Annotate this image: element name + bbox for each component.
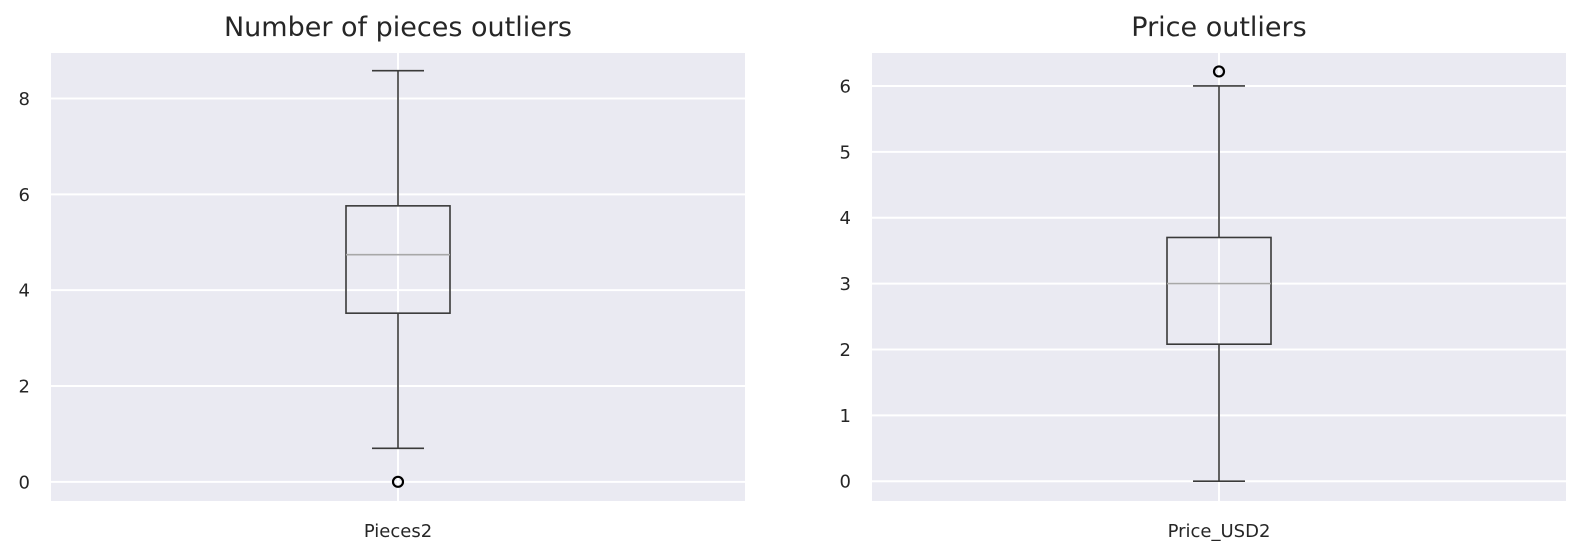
pieces-chart-title: Number of pieces outliers — [224, 12, 572, 43]
pieces-y-tick-label: 8 — [19, 89, 30, 110]
pieces-y-tick-label: 4 — [19, 281, 30, 302]
price-y-tick-label: 6 — [840, 76, 851, 97]
price-y-tick-label: 0 — [840, 472, 851, 493]
pieces-boxplot-panel: Number of pieces outliers 0 2 4 6 8 Pieces2 — [19, 12, 745, 542]
price-chart-title: Price outliers — [1131, 12, 1306, 43]
price-y-tick-label: 2 — [840, 340, 851, 361]
price-y-tick-label: 1 — [840, 406, 851, 427]
price-boxplot-panel: Price outliers 0 1 2 3 4 5 6 Price_USD2 — [840, 12, 1566, 542]
price-iqr-box — [1166, 236, 1272, 345]
pieces-y-tick-label: 0 — [19, 472, 30, 493]
pieces-outlier-point — [391, 475, 405, 488]
price-y-tick-label: 4 — [840, 208, 851, 229]
price-y-tick-label: 3 — [840, 274, 851, 295]
pieces-iqr-box — [345, 205, 451, 314]
price-y-tick-label: 5 — [840, 142, 851, 163]
price-category-label: Price_USD2 — [1168, 521, 1271, 542]
pieces-y-tick-label: 6 — [19, 185, 30, 206]
pieces-y-tick-label: 2 — [19, 377, 30, 398]
pieces-category-label: Pieces2 — [364, 521, 432, 542]
price-outlier-point — [1212, 65, 1226, 78]
